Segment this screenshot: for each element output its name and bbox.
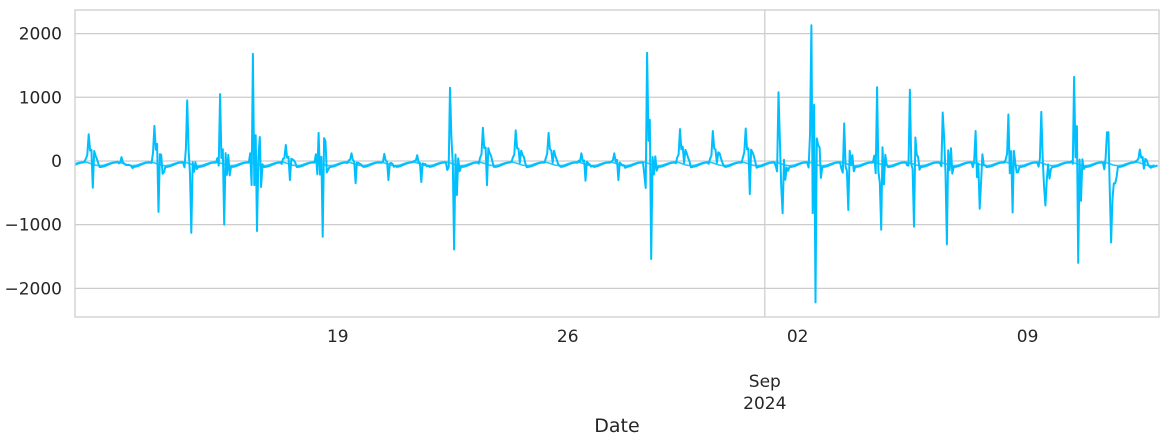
y-tick-label: 2000 <box>19 25 62 45</box>
x-tick-label: 09 <box>1017 327 1039 347</box>
y-tick-label: 1000 <box>19 88 62 108</box>
x-tick-label: 26 <box>557 327 579 347</box>
y-tick-label: 0 <box>51 152 62 172</box>
plot-frame <box>74 9 1160 318</box>
y-tick-label: −1000 <box>4 216 62 236</box>
x-major-label-month: Sep <box>749 372 781 392</box>
x-axis-title: Date <box>594 415 639 437</box>
x-axis-ticks: 19 26 02 09 <box>327 327 1038 347</box>
y-tick-label: −2000 <box>4 279 62 299</box>
x-tick-label: 19 <box>327 327 349 347</box>
x-major-label-year: 2024 <box>743 394 786 414</box>
y-axis-ticks: 2000 1000 0 −1000 −2000 <box>4 25 62 300</box>
x-tick-label: 02 <box>787 327 809 347</box>
series-line <box>74 24 1158 304</box>
series-layer <box>74 24 1158 304</box>
